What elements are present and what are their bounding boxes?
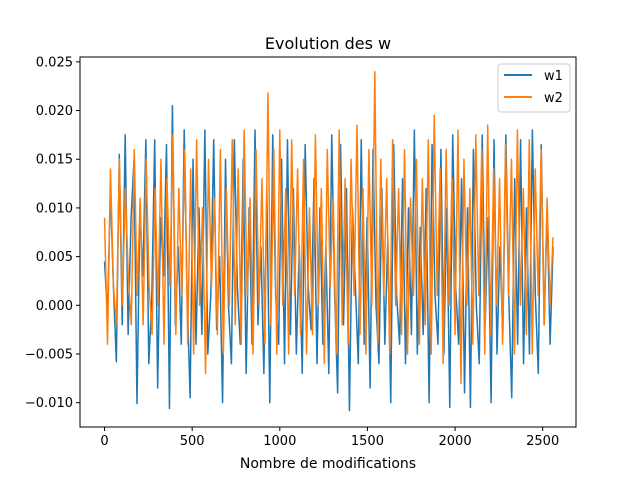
y-tick-label-4: 0.010 — [36, 201, 73, 216]
y-axis: −0.010 −0.005 0.000 0.005 0.010 0.015 0.020 0.0… — [25, 55, 80, 411]
x-axis-label: Nombre de modifications — [240, 456, 416, 472]
y-tick-label-6: 0.020 — [36, 104, 73, 119]
y-tick-label-5: 0.015 — [36, 153, 73, 168]
chart-title: Evolution des w — [265, 34, 391, 53]
x-tick-label-5: 2500 — [526, 434, 559, 449]
y-tick-label-2: 0.000 — [36, 299, 73, 314]
x-tick-label-1: 500 — [180, 434, 205, 449]
y-tick-label-3: 0.005 — [36, 250, 73, 265]
x-tick-label-0: 0 — [100, 434, 108, 449]
y-tick-label-0: −0.010 — [25, 396, 73, 411]
legend: w1 w2 — [497, 63, 571, 113]
x-tick-label-3: 1500 — [351, 434, 384, 449]
x-tick-label-2: 1000 — [263, 434, 296, 449]
series-line-w2 — [103, 70, 554, 384]
x-axis: 0 500 1000 1500 2000 2500 — [100, 427, 559, 449]
legend-label-w1: w1 — [544, 69, 563, 84]
y-tick-label-7: 0.025 — [36, 55, 73, 70]
x-tick-label-4: 2000 — [439, 434, 472, 449]
axes-frame — [79, 56, 577, 428]
series-layer — [103, 70, 554, 412]
plot-area — [79, 56, 577, 428]
legend-label-w2: w2 — [544, 91, 563, 106]
y-tick-label-1: −0.005 — [25, 347, 73, 362]
series-line-w1 — [103, 104, 554, 412]
